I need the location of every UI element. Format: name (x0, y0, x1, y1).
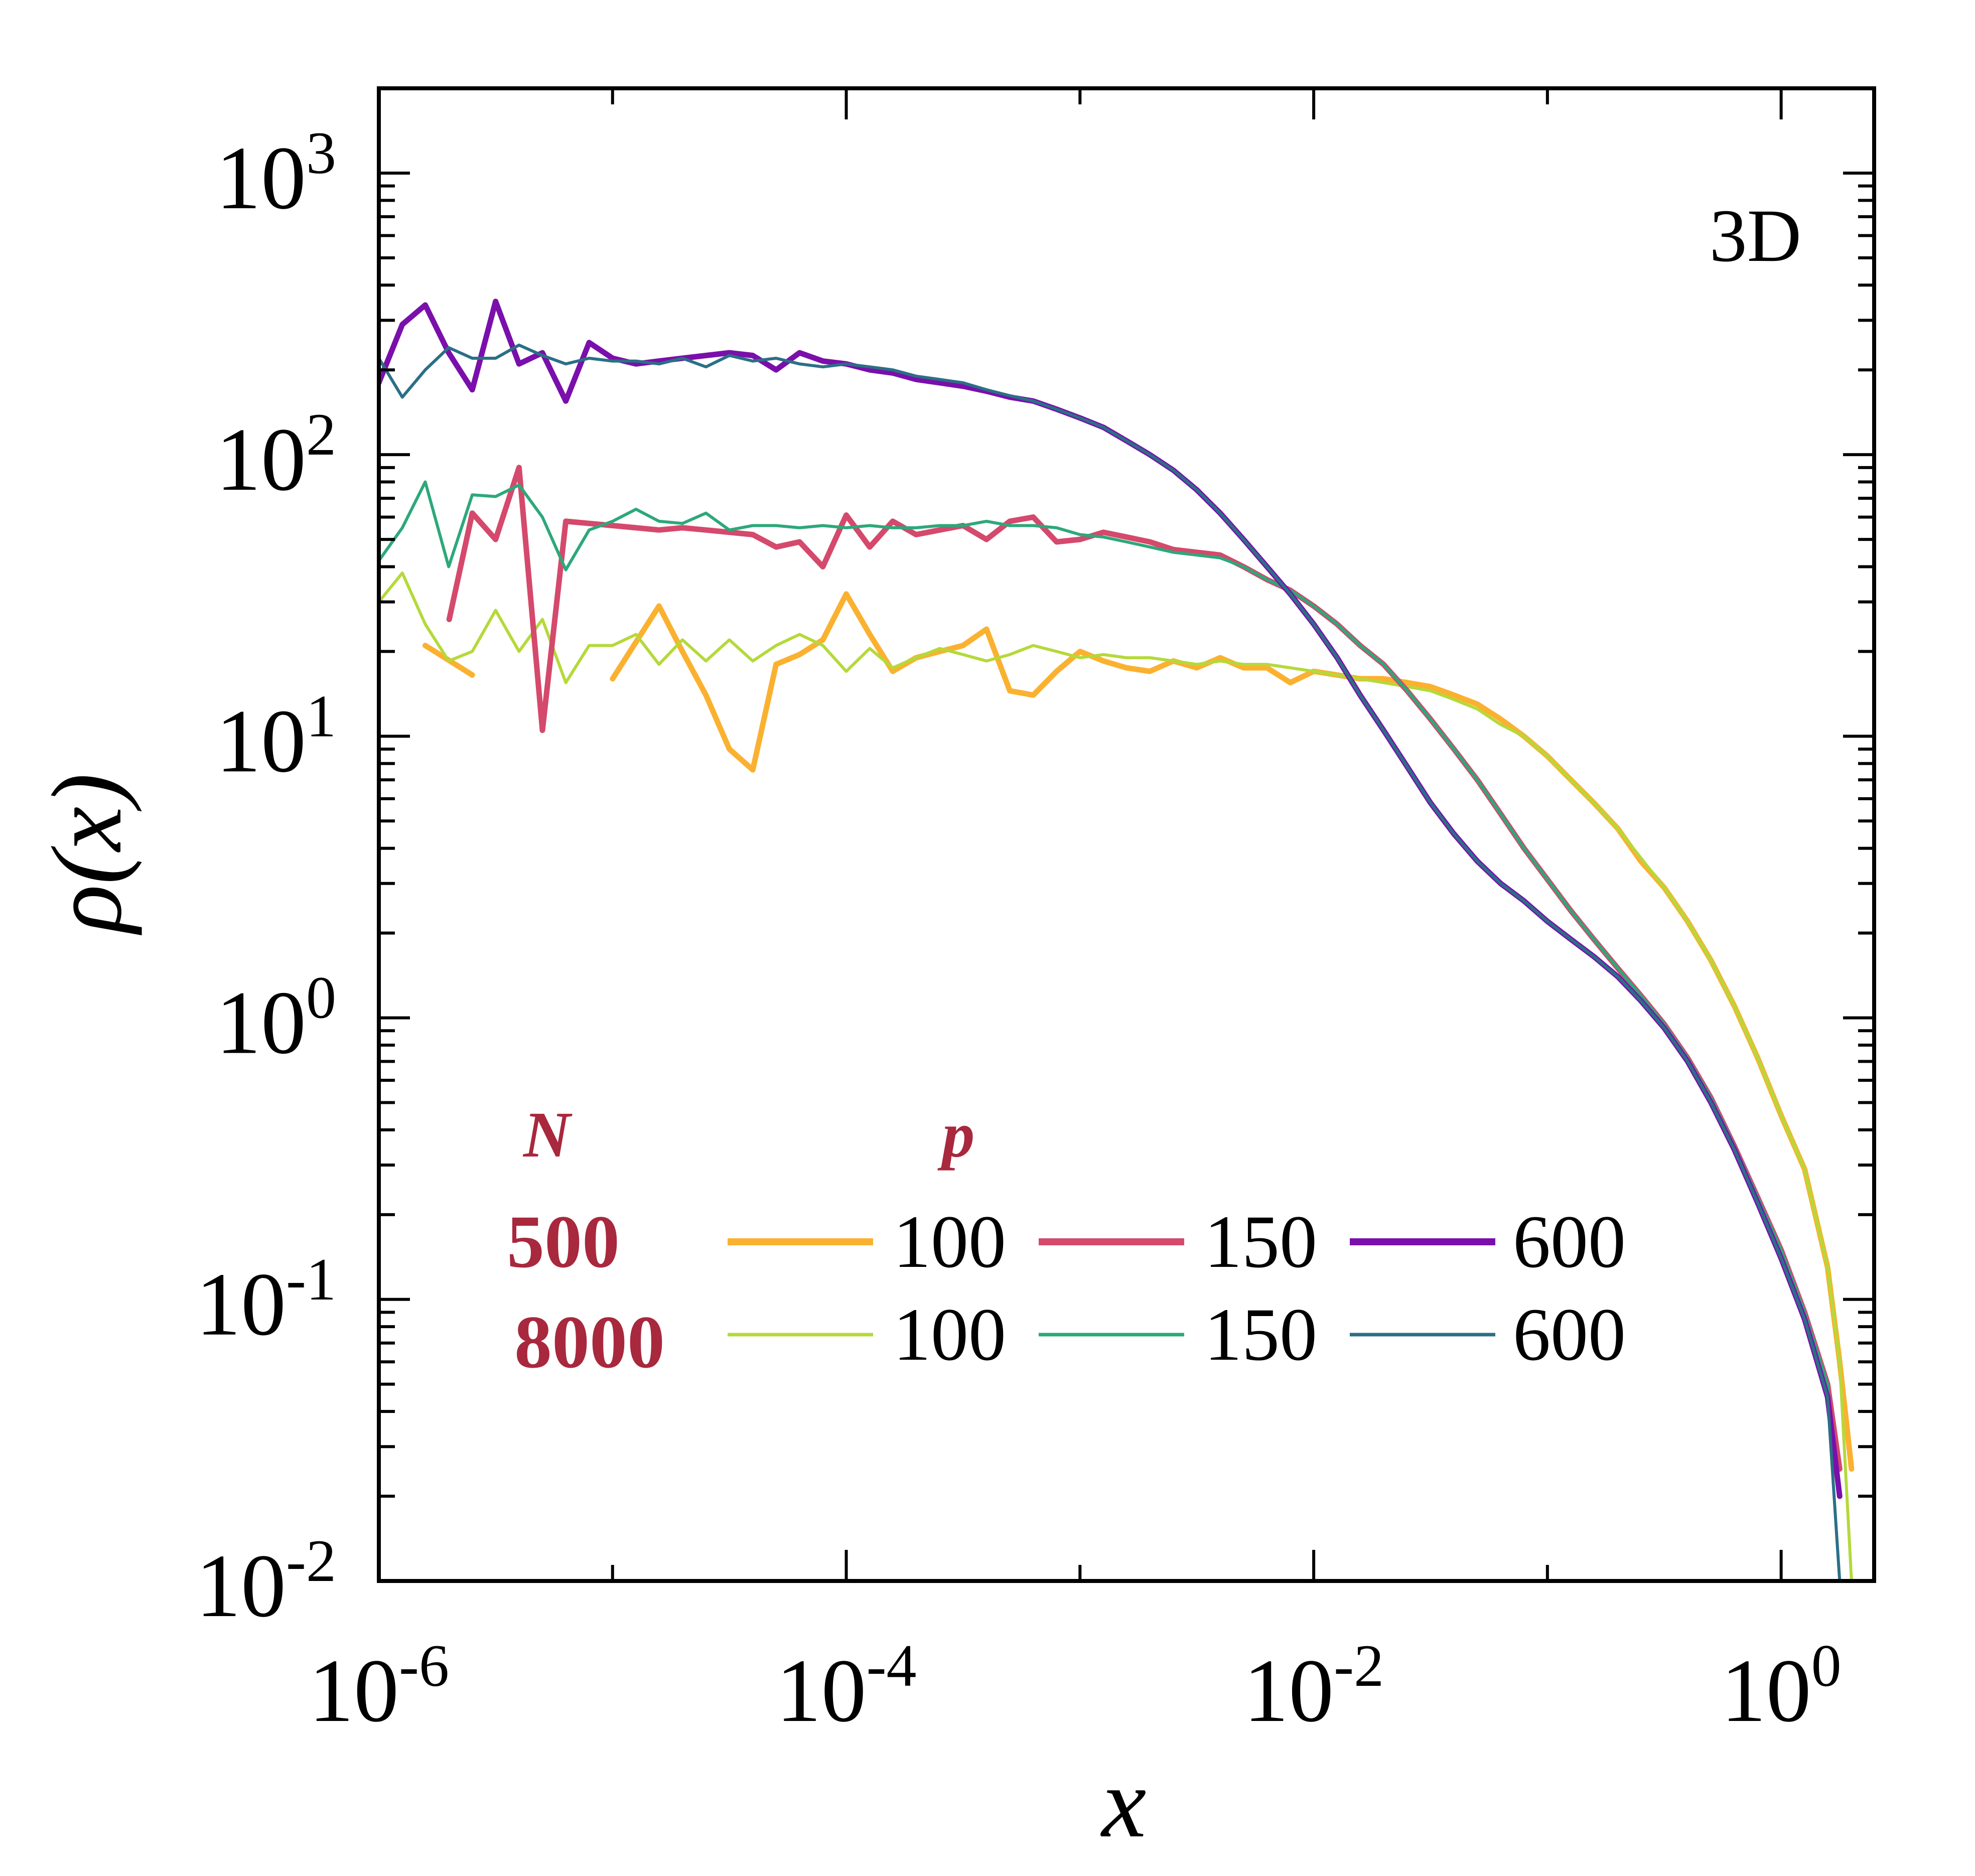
x-axis-title: x (1100, 1748, 1147, 1858)
x-tick-label-exp: -2 (1334, 1632, 1384, 1699)
y-tick-label-3: 101 (216, 682, 336, 791)
series-line-n-8000-p-100 (379, 571, 1853, 1581)
y-tick-label-1: 10-1 (196, 1246, 336, 1354)
legend-p-8000-100: 100 (893, 1293, 1006, 1376)
y-tick-label-exp: 1 (306, 682, 336, 749)
x-tick-label-3: 100 (1721, 1632, 1842, 1741)
x-tick-label-base: 10 (309, 1641, 399, 1741)
y-tick-label-exp: 2 (306, 401, 336, 468)
legend-p-500-150: 150 (1204, 1200, 1317, 1283)
x-tick-label-1: 10-4 (776, 1632, 917, 1741)
legend-n-500: 500 (507, 1200, 620, 1283)
legend-n-8000: 8000 (514, 1301, 665, 1384)
y-tick-label-base: 10 (216, 973, 306, 1073)
y-tick-label-exp: 3 (306, 119, 336, 186)
x-tick-label-exp: 0 (1811, 1632, 1842, 1699)
y-tick-label-base: 10 (216, 409, 306, 509)
y-tick-label-base: 10 (196, 1536, 286, 1636)
x-tick-label-base: 10 (776, 1641, 867, 1741)
plot-frame (377, 86, 1876, 1583)
y-axis-title: ρ(x) (32, 773, 143, 936)
x-tick-label-base: 10 (1243, 1641, 1334, 1741)
y-tick-label-base: 10 (216, 128, 306, 228)
y-tick-label-exp: -2 (286, 1527, 336, 1594)
y-tick-label-base: 10 (196, 1254, 286, 1354)
legend-p-500-100: 100 (893, 1200, 1006, 1283)
y-tick-label-0: 10-2 (196, 1527, 336, 1636)
y-tick-label-exp: -1 (286, 1246, 336, 1313)
y-tick-label-base: 10 (216, 691, 306, 791)
x-tick-label-0: 10-6 (309, 1632, 449, 1741)
x-tick-label-base: 10 (1721, 1641, 1811, 1741)
series-line-n-8000-p-600 (379, 343, 1842, 1581)
series-layer (379, 299, 1855, 1581)
series-line-n-8000-p-150 (379, 480, 1842, 1498)
y-tick-label-4: 102 (216, 401, 336, 509)
legend-n-header: N (522, 1099, 573, 1171)
panel-label: 3D (1710, 194, 1801, 277)
x-tick-label-exp: -6 (399, 1632, 449, 1699)
legend-p-8000-150: 150 (1204, 1293, 1317, 1376)
y-tick-label-5: 103 (216, 119, 336, 228)
legend: N p 500 8000 100 150 600 100 150 600 (507, 1099, 1626, 1384)
legend-p-header: p (937, 1099, 975, 1171)
x-tick-label-2: 10-2 (1243, 1632, 1384, 1741)
y-tick-label-2: 100 (216, 964, 336, 1073)
y-tick-label-exp: 0 (306, 964, 336, 1031)
legend-p-500-600: 600 (1513, 1200, 1626, 1283)
legend-p-8000-600: 600 (1513, 1293, 1626, 1376)
x-tick-label-exp: -4 (867, 1632, 917, 1699)
x-tick-labels: 10-6 10-4 10-2 100 (309, 1632, 1842, 1741)
